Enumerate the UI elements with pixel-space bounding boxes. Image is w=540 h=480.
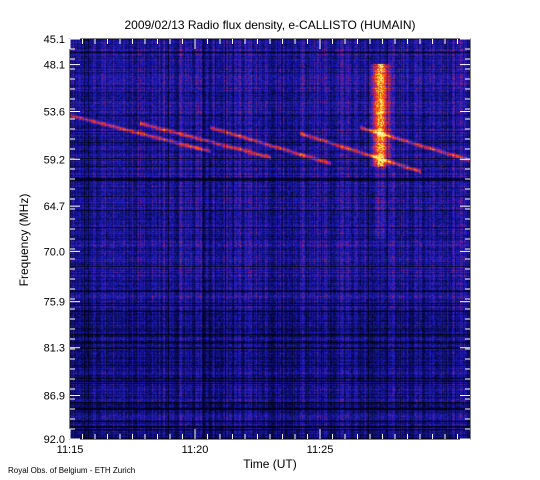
x-tick-label: 11:25 <box>307 444 334 456</box>
y-tick-label: 48.1 <box>44 60 65 72</box>
y-tick-label: 81.3 <box>44 343 65 355</box>
y-tick-label: 64.7 <box>44 201 65 213</box>
y-tick-label: 45.1 <box>44 34 65 46</box>
y-tick-label: 86.9 <box>44 391 65 403</box>
spectrogram-heatmap <box>70 39 470 439</box>
y-tick-label: 75.9 <box>44 297 65 309</box>
y-axis-label: Frequency (MHz) <box>17 193 31 287</box>
axes: 45.1 48.1 53.6 59.2 64.7 70.0 75.9 81.3 86.9 92.0… <box>44 34 471 456</box>
x-axis-label: Time (UT) <box>243 457 297 471</box>
y-tick-label: 70.0 <box>44 246 65 258</box>
y-tick-label: 59.2 <box>44 154 65 166</box>
plot-area: 45.1 48.1 53.6 59.2 64.7 70.0 75.9 81.3 86.9 92.0… <box>44 34 471 456</box>
y-tick-label: 92.0 <box>44 434 65 446</box>
x-tick-label: 11:20 <box>182 444 209 456</box>
y-tick-label: 53.6 <box>44 106 65 118</box>
chart-title: 2009/02/13 Radio flux density, e-CALLIST… <box>124 18 416 32</box>
credit-text: Royal Obs. of Belgium - ETH Zurich <box>8 466 136 475</box>
x-tick-label: 11:15 <box>57 444 84 456</box>
plot-frame <box>69 38 471 440</box>
